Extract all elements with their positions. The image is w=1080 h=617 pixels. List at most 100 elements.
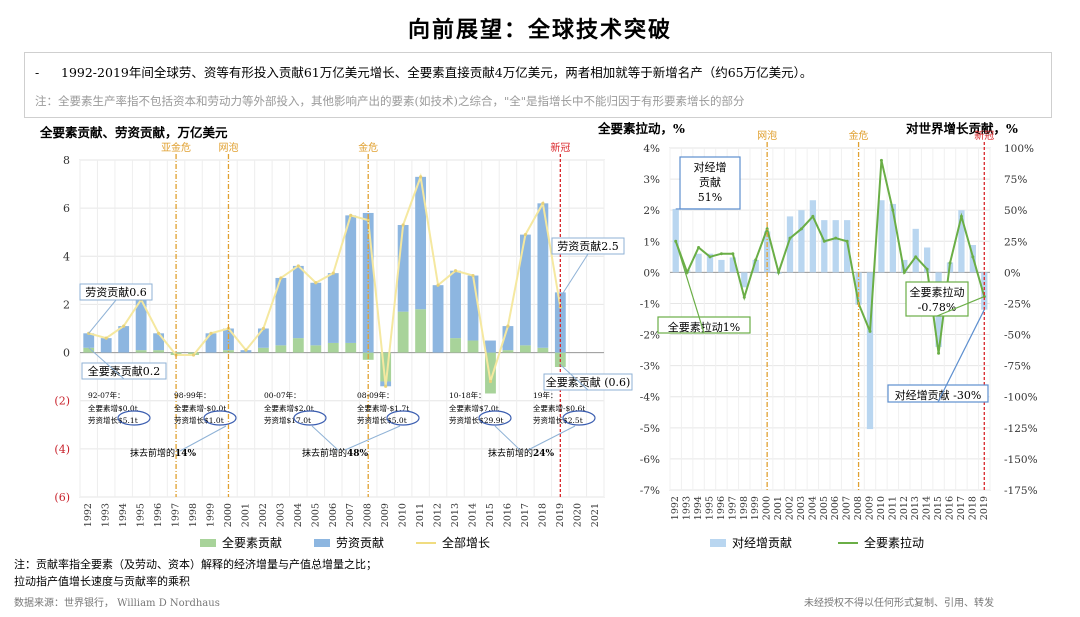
total-growth-point — [279, 276, 283, 280]
tfp-pull-point — [685, 270, 689, 274]
right-x-tick-label: 2003 — [796, 496, 807, 520]
labor-callout-text: 劳资贡献0.6 — [85, 285, 147, 299]
contrib-bar — [832, 220, 839, 273]
period-highlight — [293, 410, 327, 426]
labor-bar — [502, 326, 514, 351]
total-growth-point — [314, 281, 318, 285]
left-x-tick-label: 2005 — [310, 503, 321, 527]
tfp-pull-point — [765, 227, 769, 231]
period-highlight — [117, 410, 151, 426]
tfp-bar — [83, 347, 95, 353]
share-leader — [494, 425, 521, 451]
tfp-bar — [153, 350, 165, 353]
left-x-tick-label: 2008 — [363, 503, 374, 527]
legend-swatch-total — [416, 541, 437, 544]
total-growth-point — [261, 326, 265, 331]
right-x-tick-label: 1998 — [739, 496, 750, 520]
right-y-right-tick: -175% — [1004, 485, 1038, 497]
right-x-tick-label: 2004 — [807, 496, 818, 520]
share-note-prefix: 抹去前增的 — [302, 447, 347, 459]
legend-swatch-contrib — [710, 538, 726, 547]
right-y-right-tick: 75% — [1004, 174, 1027, 186]
right-x-tick-label: 2005 — [819, 496, 830, 520]
tfp-end-callout-leader — [936, 296, 985, 317]
left-x-tick-label: 1993 — [101, 503, 112, 527]
left-x-tick-label: 2019 — [555, 503, 566, 527]
right-x-tick-label: 2015 — [933, 496, 944, 520]
contrib-bar — [786, 216, 794, 273]
tfp-pull-point — [708, 255, 712, 259]
bullet: - — [35, 65, 40, 80]
share-leader — [344, 425, 401, 451]
period-title: 19年： — [533, 390, 558, 400]
left-x-tick-label: 2001 — [240, 503, 251, 527]
labor-callout-leader — [88, 299, 117, 334]
contrib-end-callout-leader — [937, 309, 985, 403]
right-x-tick-label: 1996 — [716, 496, 727, 520]
labor-bar — [397, 224, 409, 312]
labor-bar — [519, 234, 531, 346]
total-growth-point — [104, 336, 108, 340]
tfp-pull-point — [891, 208, 895, 212]
right-y-right-tick: 100% — [1004, 143, 1034, 155]
tfp-pull-point — [902, 270, 906, 274]
left-x-tick-label: 2004 — [293, 503, 304, 527]
labor-bar — [153, 333, 165, 351]
right-x-tick-label: 2014 — [922, 496, 933, 520]
right-y-left-tick: -1% — [640, 298, 660, 310]
left-x-tick-label: 2017 — [520, 503, 531, 527]
contrib-bar — [798, 210, 805, 273]
tfp-end-callout-line: 全要素拉动 — [910, 285, 965, 299]
contrib-start-callout-text: 对经增贡献 51% — [694, 160, 727, 204]
contrib-bar — [695, 253, 702, 273]
total-growth-point — [209, 331, 213, 335]
period-highlight — [478, 410, 512, 426]
tfp-bar — [345, 342, 357, 353]
legend-contrib: 对经增贡献 — [732, 536, 793, 550]
tfp-pull-point — [811, 214, 815, 218]
total-growth-point — [191, 353, 196, 357]
contrib-start-callout-line: 51% — [698, 191, 722, 204]
tfp-end-callout-line: -0.78% — [918, 301, 957, 314]
right-y-left-tick: -6% — [640, 454, 660, 466]
share-note-prefix: 抹去前增的 — [488, 447, 533, 459]
share-leader — [527, 425, 576, 451]
tfp-pull-point — [697, 245, 701, 249]
tfp-pull-point — [834, 236, 838, 240]
tfp-callout-text: 全要素贡献0.2 — [88, 364, 161, 378]
total-growth-point — [296, 264, 300, 268]
left-event-label: 金危 — [358, 141, 378, 154]
right-y-left-tick: 1% — [643, 236, 660, 248]
labor-bar — [257, 328, 269, 348]
period-annotation: 98-99年： 全要素增-$0.0t 劳资增长$1.0t — [174, 390, 237, 426]
period-annotation: 10-18年： 全要素增$7.0t 劳资增长$29.9t — [449, 390, 512, 426]
left-y-tick-label: (6) — [54, 491, 70, 504]
labor-bar — [292, 265, 304, 339]
contrib-bar — [912, 228, 919, 273]
total-growth-point — [366, 218, 370, 222]
total-growth-point — [331, 271, 335, 275]
period-tfp: 全要素增$0.0t — [88, 403, 138, 413]
left-x-tick-label: 2020 — [572, 503, 583, 527]
period-labor: 劳资增长$5.1t — [88, 415, 138, 425]
left-x-tick-label: 2012 — [433, 503, 444, 527]
right-y-left-tick: 2% — [643, 205, 660, 217]
tfp-pull-point — [971, 255, 975, 259]
left-x-tick-label: 2000 — [223, 503, 234, 527]
right-x-tick-label: 2007 — [842, 496, 853, 520]
legend-tfp: 全要素贡献 — [222, 536, 283, 550]
contrib-bar — [889, 203, 896, 273]
right-x-tick-label: 2009 — [865, 496, 876, 520]
contrib-end-callout-text: 对经增贡献 -30% — [895, 388, 982, 402]
left-x-tick-label: 2010 — [398, 503, 409, 527]
right-x-tick-label: 2006 — [830, 496, 841, 520]
period-tfp: 全要素增-$1.7t — [357, 403, 409, 413]
period-annotation: 19年： 全要素增-$0.6t 劳资增长$2.5t — [533, 390, 596, 426]
right-y-right-tick: -25% — [1004, 298, 1031, 310]
left-x-tick-label: 1996 — [153, 503, 164, 527]
right-x-tick-label: 2013 — [910, 496, 921, 520]
right-y-right-tick: -75% — [1004, 361, 1031, 373]
total-growth-point — [506, 324, 510, 328]
contrib-bar — [718, 259, 725, 273]
labor-bar — [310, 282, 322, 346]
